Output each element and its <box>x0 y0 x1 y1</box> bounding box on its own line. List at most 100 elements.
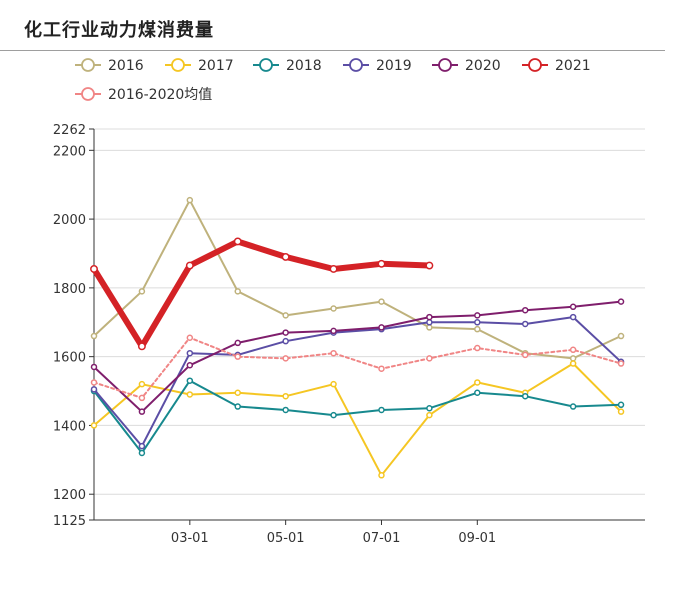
data-point <box>378 472 385 479</box>
data-point <box>282 329 289 336</box>
data-point <box>378 365 385 372</box>
x-tick-label: 07-01 <box>363 531 401 546</box>
data-point <box>377 259 386 268</box>
data-point <box>474 379 481 386</box>
series-line-4 <box>93 300 622 413</box>
data-point <box>617 360 625 367</box>
data-point <box>521 392 529 400</box>
legend-label: 2021 <box>555 58 591 74</box>
data-point <box>234 403 241 410</box>
data-point <box>90 363 98 371</box>
data-point <box>186 377 194 384</box>
data-point <box>90 422 98 429</box>
data-point <box>90 379 98 386</box>
legend-marker <box>528 58 542 72</box>
data-point <box>234 339 241 347</box>
series-line-3 <box>93 316 622 448</box>
series-line-6 <box>93 336 622 399</box>
data-point <box>617 401 625 409</box>
data-point <box>330 411 337 419</box>
data-point <box>138 408 146 415</box>
y-tick-label: 1800 <box>53 282 86 297</box>
data-point <box>569 355 577 362</box>
data-point <box>617 408 625 415</box>
data-point <box>186 391 194 398</box>
data-point <box>474 344 481 352</box>
data-point <box>138 380 146 388</box>
series-line-2 <box>93 379 622 454</box>
data-point <box>234 288 241 295</box>
legend-marker <box>81 87 95 101</box>
data-point <box>234 353 241 360</box>
data-point <box>282 406 289 414</box>
data-point <box>330 349 337 357</box>
data-point <box>138 442 146 450</box>
data-point <box>426 411 433 419</box>
data-point <box>569 346 577 354</box>
data-point <box>378 324 385 331</box>
legend-item-1: 2017 <box>165 58 234 74</box>
data-point <box>521 306 529 314</box>
legend-item-4: 2020 <box>432 58 501 74</box>
data-point <box>425 261 434 270</box>
data-point <box>617 298 625 305</box>
data-point <box>186 362 194 369</box>
data-point <box>90 332 98 340</box>
y-tick-label: 1600 <box>53 351 86 366</box>
data-point <box>281 252 290 261</box>
y-tick-label: 2200 <box>53 144 86 159</box>
y-tick-label: 2000 <box>53 213 86 228</box>
data-point <box>426 355 433 362</box>
data-point <box>138 288 146 295</box>
data-point <box>330 305 337 312</box>
data-point <box>569 360 577 367</box>
legend-label: 2018 <box>286 58 322 74</box>
series-line-0 <box>93 199 622 360</box>
page-title: 化工行业动力煤消费量 <box>24 20 214 41</box>
data-point <box>474 389 481 397</box>
data-point <box>233 237 242 246</box>
data-point <box>282 337 289 345</box>
data-point <box>521 351 529 359</box>
data-point <box>138 449 146 457</box>
data-point <box>329 265 338 273</box>
legend-label: 2016 <box>108 58 144 74</box>
data-point <box>474 312 481 319</box>
data-point <box>137 342 146 351</box>
legend-marker <box>259 58 273 72</box>
data-point <box>569 303 577 311</box>
data-point <box>474 319 481 326</box>
data-point <box>378 406 385 414</box>
data-point <box>426 319 433 326</box>
data-point <box>185 261 194 270</box>
header-bar: 化工行业动力煤消费量 <box>0 0 665 51</box>
data-point <box>186 196 194 204</box>
data-point <box>138 394 146 402</box>
data-point <box>569 313 577 321</box>
legend-marker <box>171 58 185 72</box>
data-point <box>186 349 194 357</box>
x-tick-label: 05-01 <box>267 531 305 546</box>
legend-item-3: 2019 <box>343 58 412 74</box>
legend-marker <box>349 58 363 72</box>
x-tick-label: 09-01 <box>458 531 496 546</box>
data-point <box>282 312 289 319</box>
y-tick-label: 1400 <box>53 419 86 434</box>
data-point <box>426 313 433 321</box>
y-tick-label: 1200 <box>53 488 86 503</box>
data-point <box>234 389 241 397</box>
legend-label: 2017 <box>198 58 234 74</box>
data-point <box>186 334 194 341</box>
data-point <box>617 332 625 340</box>
y-tick-label: 2262 <box>53 123 86 138</box>
data-point <box>474 325 481 333</box>
legend-item-5: 2021 <box>522 58 591 74</box>
legend-label: 2016-2020均值 <box>108 87 212 103</box>
legend-marker <box>81 58 95 72</box>
legend-label: 2020 <box>465 58 501 74</box>
legend-item-0: 2016 <box>75 58 144 74</box>
data-point <box>521 320 529 328</box>
legend-label: 2019 <box>376 58 412 74</box>
